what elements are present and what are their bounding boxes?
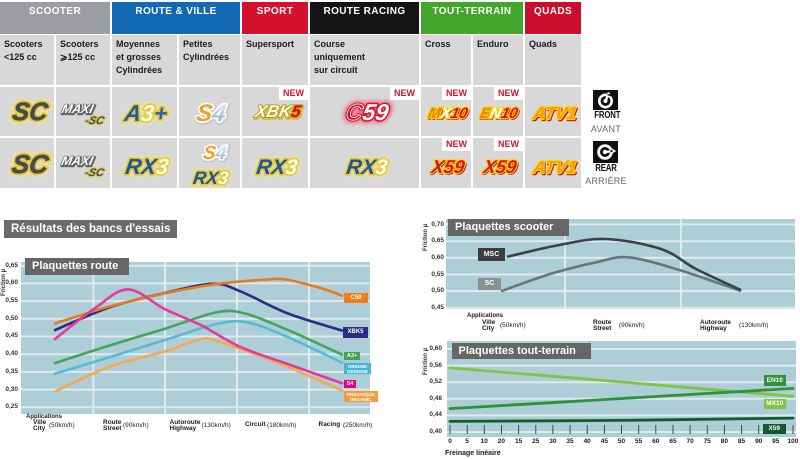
svg-text:RX3: RX3 (192, 168, 230, 188)
svg-text:SC: SC (11, 98, 50, 126)
svg-text:ATV1: ATV1 (531, 157, 579, 177)
svg-text:A3+: A3+ (122, 100, 169, 126)
svg-text:X59: X59 (481, 156, 519, 177)
svg-text:SC: SC (11, 98, 50, 126)
svg-text:XBK5: XBK5 (252, 101, 303, 121)
svg-text:MAXI: MAXI (60, 154, 95, 168)
svg-text:RX3: RX3 (345, 156, 389, 179)
svg-text:RX3: RX3 (255, 156, 299, 179)
svg-text:C59: C59 (344, 99, 391, 125)
svg-text:X59: X59 (429, 156, 467, 177)
svg-text:RX3: RX3 (255, 156, 299, 179)
svg-text:X59: X59 (481, 156, 519, 177)
svg-text:X59: X59 (430, 157, 468, 178)
svg-text:X59: X59 (429, 156, 467, 177)
svg-text:ATV1: ATV1 (531, 157, 579, 177)
svg-text:-SC: -SC (84, 167, 107, 179)
svg-text:XBK5: XBK5 (254, 103, 305, 123)
svg-text:ATV1: ATV1 (531, 103, 579, 123)
svg-text:XBK5: XBK5 (252, 101, 303, 121)
svg-text:ATV1: ATV1 (532, 105, 580, 125)
svg-text:S4: S4 (202, 143, 229, 164)
svg-text:SC: SC (10, 149, 51, 179)
svg-text:MX10: MX10 (427, 106, 470, 123)
svg-text:SC: SC (10, 149, 51, 179)
svg-text:S4: S4 (195, 101, 228, 128)
svg-text:MX10: MX10 (427, 105, 470, 122)
svg-text:C59: C59 (344, 99, 391, 125)
svg-text:SC: SC (10, 149, 51, 179)
svg-text:MAXI: MAXI (60, 102, 95, 116)
svg-text:ATV1: ATV1 (532, 159, 580, 179)
svg-text:MX10: MX10 (427, 105, 470, 122)
svg-text:X59: X59 (482, 157, 520, 178)
svg-text:S4: S4 (202, 143, 229, 164)
svg-text:S4: S4 (194, 100, 227, 127)
svg-text:EN10: EN10 (478, 105, 520, 122)
svg-text:RX3: RX3 (124, 154, 171, 179)
svg-text:-SC: -SC (84, 115, 107, 127)
svg-text:EN10: EN10 (479, 106, 521, 123)
svg-text:RX3: RX3 (345, 156, 389, 179)
svg-text:MAXI: MAXI (61, 155, 96, 169)
svg-text:C59: C59 (344, 99, 391, 125)
svg-text:RX3: RX3 (345, 156, 389, 179)
svg-text:S4: S4 (194, 100, 227, 127)
svg-text:MAXI: MAXI (61, 103, 96, 117)
svg-text:RX3: RX3 (124, 154, 171, 179)
svg-text:RX3: RX3 (192, 168, 230, 188)
svg-text:EN10: EN10 (478, 105, 520, 122)
svg-text:A3+: A3+ (122, 100, 169, 126)
svg-text:RX3: RX3 (124, 154, 171, 179)
svg-text:ATV1: ATV1 (531, 103, 579, 123)
